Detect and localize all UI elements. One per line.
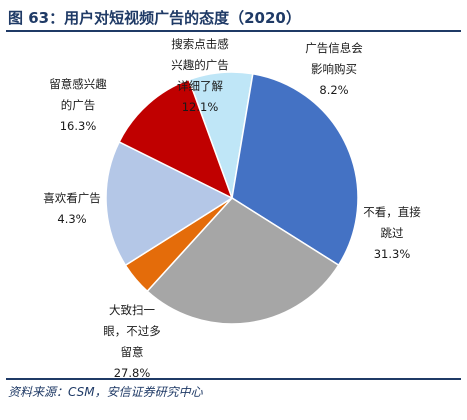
footer-rule [6,378,461,380]
slice-pct-1: 8.2% [319,83,348,97]
slice-labels: 广告信息会影响购买 8.2% 不看，直接跳过 31.3% 大致扫一眼，不过多留意 27.8… [43,37,421,380]
figure-title: 图 63：用户对短视频广告的态度（2020） [8,9,301,27]
slice-pct-5: 16.3% [60,119,97,133]
pie-slice-5 [105,140,234,267]
slice-label-3: 大致扫一眼，不过多留意 27.8% [103,303,161,380]
slice-label-2: 不看，直接跳过 31.3% [363,205,421,261]
pie-chart: 广告信息会影响购买 8.2% 不看，直接跳过 31.3% 大致扫一眼，不过多留意 27.8… [43,37,421,380]
title-bar: 图 63：用户对短视频广告的态度（2020） [6,6,461,32]
slice-pct-6: 12.1% [182,100,219,114]
slice-label-4: 喜欢看广告 4.3% [43,191,101,226]
slice-label-5: 留意感兴趣的广告 16.3% [49,77,107,133]
slice-label-6: 搜索点击感兴趣的广告详细了解 12.1% [171,37,229,114]
slice-pct-2: 31.3% [374,247,411,261]
slice-pct-4: 4.3% [57,212,86,226]
source-note: 资料来源：CSM，安信证券研究中心 [8,385,203,399]
slice-pct-3: 27.8% [114,366,151,380]
pie-slice-3 [146,197,340,325]
slice-label-1: 广告信息会影响购买 8.2% [305,41,363,97]
pie-slice-6 [118,78,234,200]
pie-slices [105,71,359,325]
